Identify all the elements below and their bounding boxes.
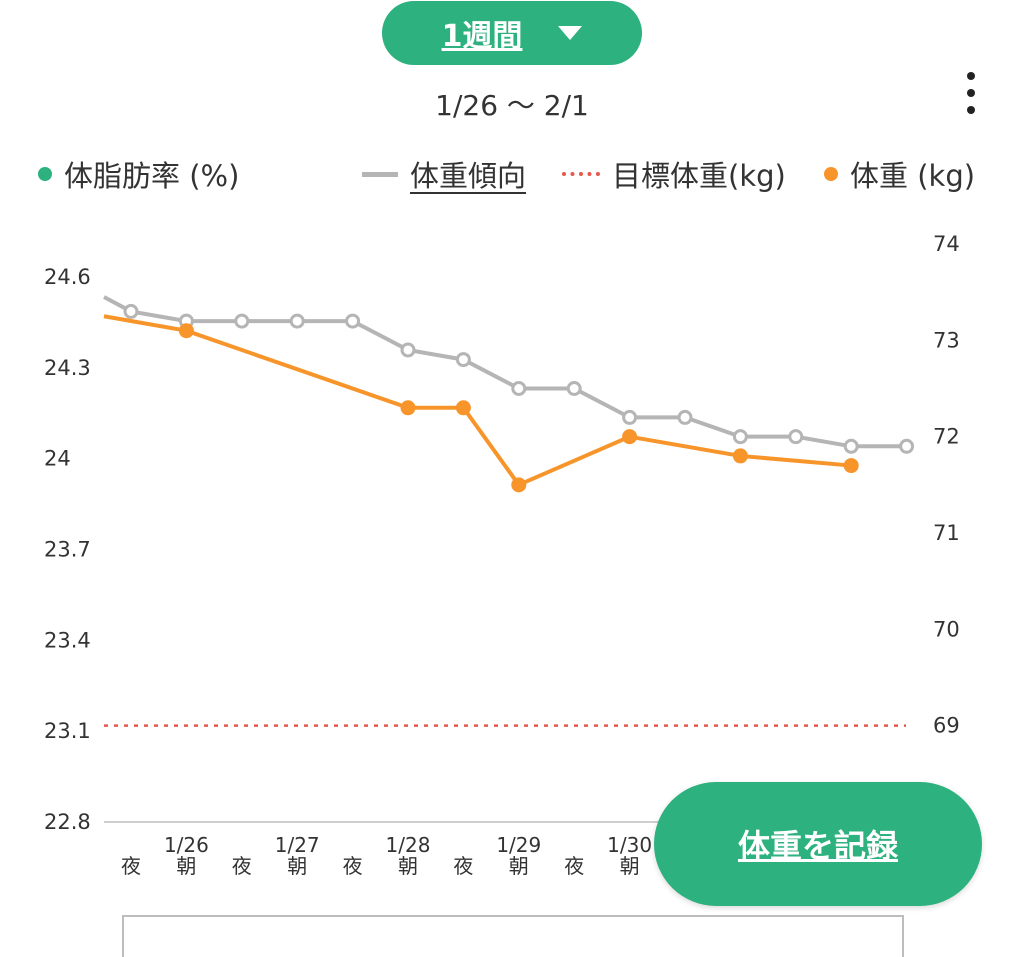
weight-point xyxy=(622,429,638,445)
right-axis-tick: 73 xyxy=(933,328,960,352)
weight-point xyxy=(732,448,748,464)
x-axis-sub-label: 朝 xyxy=(620,854,640,878)
trend-point xyxy=(843,438,859,454)
right-axis-tick: 70 xyxy=(933,617,960,641)
x-axis-sub-label: 夜 xyxy=(564,854,584,878)
weight-point xyxy=(400,400,416,416)
legend-weight-label: 体重 (kg) xyxy=(850,159,976,193)
trend-point xyxy=(289,313,305,329)
x-axis-sub-label: 夜 xyxy=(343,854,363,878)
x-axis-sub-label: 朝 xyxy=(176,854,196,878)
trend-point xyxy=(234,313,250,329)
x-axis-sub-label: 夜 xyxy=(453,854,473,878)
left-axis-tick: 24 xyxy=(44,447,71,471)
left-axis-tick: 23.7 xyxy=(44,538,91,562)
legend-body-fat[interactable]: 体脂肪率 (%) xyxy=(38,152,239,196)
weight-dot-icon xyxy=(824,167,838,181)
body-fat-dot-icon xyxy=(38,167,52,181)
trend-point xyxy=(123,303,139,319)
trend-point xyxy=(400,342,416,358)
legend-target-weight[interactable]: 目標体重(kg) xyxy=(562,152,786,196)
chart-legend: 体脂肪率 (%) 体重傾向 目標体重(kg) 体重 (kg) xyxy=(0,152,1024,200)
trend-point xyxy=(899,438,915,454)
period-select-button[interactable]: 1週間 xyxy=(382,1,642,65)
trend-point xyxy=(455,352,471,368)
legend-target-weight-label: 目標体重(kg) xyxy=(612,159,786,193)
trend-point xyxy=(566,381,582,396)
legend-body-fat-label: 体脂肪率 (%) xyxy=(64,159,240,193)
x-axis-date-label: 1/26 xyxy=(164,833,209,857)
trend-line-icon xyxy=(362,171,398,177)
bottom-card xyxy=(122,915,904,957)
right-axis-tick: 72 xyxy=(933,425,960,449)
legend-weight-trend[interactable]: 体重傾向 xyxy=(362,152,526,196)
x-axis-date-label: 1/28 xyxy=(386,833,431,857)
trend-point xyxy=(511,381,527,396)
left-axis-tick: 22.8 xyxy=(44,810,91,834)
x-axis-sub-label: 夜 xyxy=(121,854,141,878)
x-axis-date-label: 1/30 xyxy=(607,833,652,857)
x-axis-sub-label: 朝 xyxy=(398,854,418,878)
left-axis-tick: 23.4 xyxy=(44,628,91,652)
period-label: 1週間 xyxy=(441,19,523,54)
legend-weight[interactable]: 体重 (kg) xyxy=(824,152,975,196)
right-axis-tick: 71 xyxy=(933,521,960,545)
legend-weight-trend-label: 体重傾向 xyxy=(410,159,527,193)
x-axis-date-label: 1/27 xyxy=(275,833,320,857)
more-options-icon[interactable] xyxy=(956,70,986,116)
x-axis-date-label: 1/29 xyxy=(496,833,541,857)
trend-point xyxy=(622,409,638,425)
trend-line xyxy=(103,295,907,449)
chevron-down-icon xyxy=(558,26,583,40)
trend-point xyxy=(345,313,361,329)
date-range: 1/26 ～ 2/1 xyxy=(435,89,589,122)
x-axis-sub-label: 朝 xyxy=(509,854,529,878)
left-axis-tick: 24.3 xyxy=(44,356,91,380)
weight-point xyxy=(843,458,859,474)
target-dotted-line-icon xyxy=(562,172,600,176)
trend-point xyxy=(732,429,748,445)
record-weight-button[interactable]: 体重を記録 xyxy=(654,782,982,906)
right-axis-tick: 69 xyxy=(933,714,960,738)
left-axis-tick: 24.6 xyxy=(44,265,91,289)
weight-line xyxy=(103,314,852,488)
trend-point xyxy=(788,429,804,445)
weight-point xyxy=(178,323,194,339)
trend-point xyxy=(677,409,693,425)
x-axis-sub-label: 朝 xyxy=(287,854,307,878)
weight-point xyxy=(511,477,527,493)
right-axis-tick: 74 xyxy=(933,232,960,256)
left-axis-tick: 23.1 xyxy=(44,719,91,743)
x-axis-sub-label: 夜 xyxy=(232,854,252,878)
weight-point xyxy=(455,400,471,416)
